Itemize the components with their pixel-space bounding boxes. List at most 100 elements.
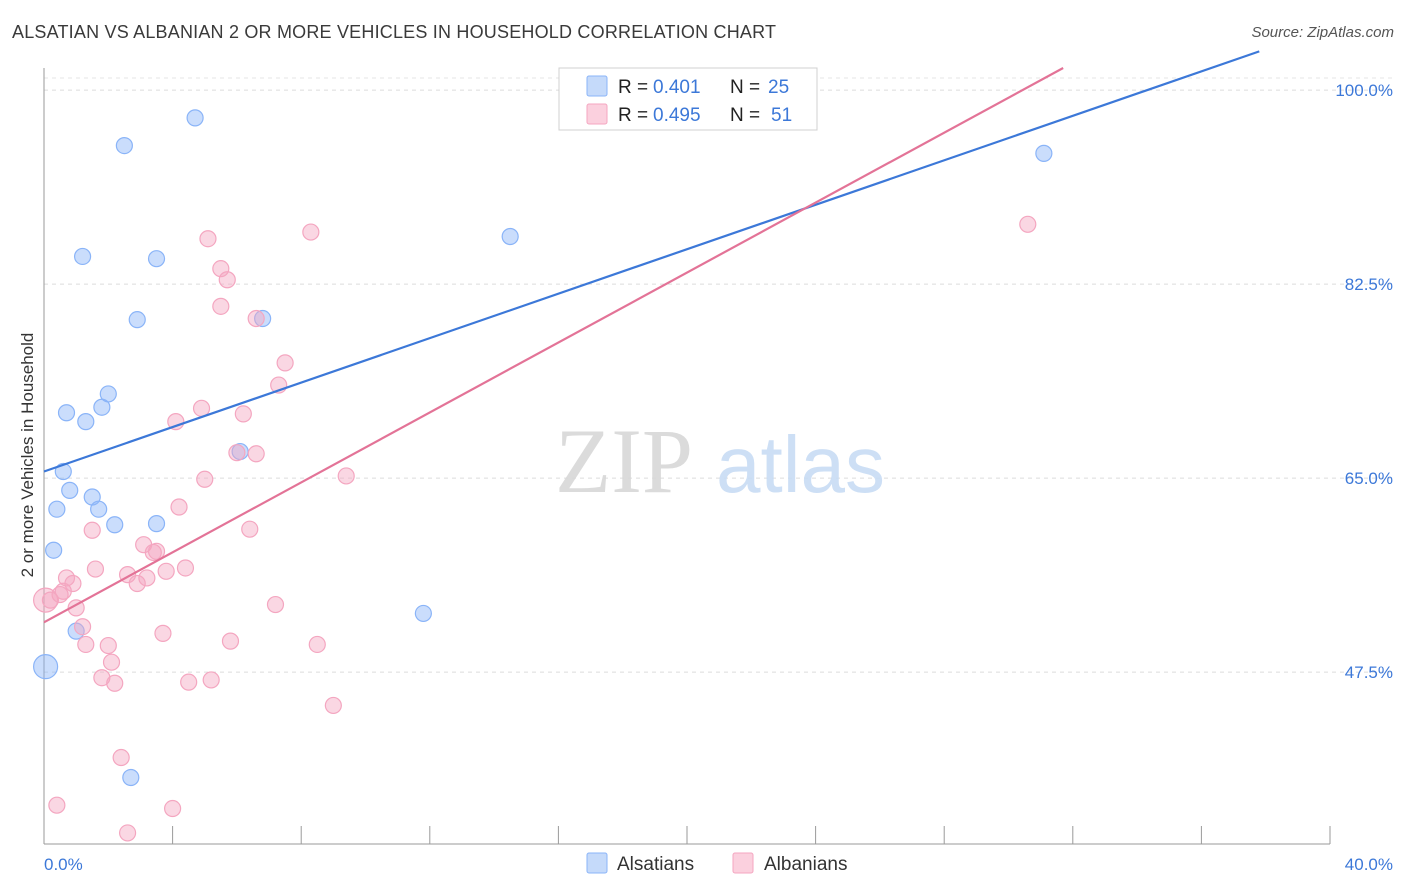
albanians-point-23 (147, 542, 166, 560)
albanians-point-42 (247, 445, 265, 463)
albanians-point-34 (202, 671, 220, 689)
stats-legend: R = 0.401 N = 25 R = 0.495 N = 51 (558, 67, 818, 131)
bottom-legend-label-alsatians: Alsatians (617, 854, 694, 875)
albanians-point-30 (180, 673, 198, 691)
y-tick-label-3: 100.0% (1335, 81, 1393, 100)
albanians-point-38 (221, 632, 240, 650)
albanians-point-1 (41, 591, 60, 609)
albanians-point-36 (212, 297, 230, 315)
y-tick-label-0: 47.5% (1345, 663, 1393, 682)
legend-n-label-2: N = (730, 105, 760, 126)
watermark-atlas: atlas (716, 420, 885, 509)
x-axis-ticks (172, 826, 1331, 844)
bottom-legend-label-albanians: Albanians (764, 854, 847, 875)
y-tick-labels: 47.5% 65.0% 82.5% 100.0% (1335, 81, 1393, 682)
alsatians-point-2 (48, 500, 66, 518)
albanians-point-21 (138, 569, 156, 587)
alsatians-point-8 (77, 413, 95, 431)
alsatians-point-4 (57, 404, 76, 422)
albanians-point-25 (157, 562, 175, 580)
y-tick-label-2: 82.5% (1345, 275, 1393, 294)
albanians-point-50 (337, 467, 355, 485)
watermark: ZIP atlas (555, 410, 885, 512)
alsatians-point-23 (414, 604, 432, 623)
albanians-point-46 (276, 354, 294, 372)
albanians-point-51 (1019, 215, 1037, 233)
albanians-point-44 (266, 595, 285, 614)
albanians-point-11 (86, 560, 105, 578)
watermark-zip: ZIP (555, 410, 693, 512)
alsatians-point-24 (1035, 144, 1053, 162)
alsatians-point-15 (122, 768, 140, 787)
albanians-point-47 (302, 223, 320, 241)
series-layer (33, 50, 1260, 842)
bottom-legend-swatch-albanians (732, 852, 754, 874)
albanians-point-16 (112, 748, 130, 767)
albanians-point-49 (324, 696, 342, 715)
albanians-point-32 (196, 470, 214, 488)
albanians-point-8 (73, 618, 92, 636)
chart-title: ALSATIAN VS ALBANIAN 2 OR MORE VEHICLES … (12, 22, 777, 42)
legend-swatch-alsatians (586, 75, 608, 97)
alsatians-point-19 (186, 109, 204, 127)
alsatians-point-7 (73, 247, 92, 266)
albanians-point-41 (241, 520, 259, 538)
series-legend: Alsatians Albanians (586, 852, 847, 875)
y-axis-title: 2 or more Vehicles in Household (18, 333, 37, 578)
albanians-trend-line (43, 67, 1064, 624)
bottom-legend-swatch-alsatians (586, 852, 608, 874)
albanians-point-18 (118, 824, 137, 842)
albanians-point-39 (228, 444, 246, 462)
albanians-point-13 (99, 636, 117, 655)
alsatians-point-1 (45, 541, 63, 559)
gridlines (44, 77, 1393, 673)
alsatians-point-22 (501, 227, 519, 246)
alsatians-point-5 (61, 481, 79, 499)
alsatians-point-21 (254, 309, 272, 328)
legend-r-label-2: R = (618, 105, 648, 126)
alsatians-point-17 (147, 250, 166, 268)
y-tick-label-1: 65.0% (1345, 469, 1393, 488)
albanians-point-26 (164, 799, 182, 818)
series-albanians (33, 215, 1037, 842)
albanians-point-6 (64, 574, 82, 593)
source-note: Source: ZipAtlas.com (1251, 24, 1394, 41)
alsatians-point-12 (99, 385, 117, 403)
albanians-point-10 (83, 521, 101, 539)
albanians-point-43 (247, 309, 265, 328)
albanians-point-14 (102, 653, 121, 671)
albanians-point-33 (199, 230, 217, 248)
legend-r-value-1: 0.401 (653, 77, 701, 98)
albanians-point-3 (51, 585, 69, 604)
alsatians-point-3 (54, 462, 72, 481)
legend-r-value-2: 0.495 (653, 105, 701, 126)
alsatians-point-0 (33, 654, 59, 680)
legend-n-value-2: 51 (771, 105, 792, 126)
albanians-point-2 (48, 796, 66, 814)
albanians-point-29 (176, 559, 195, 577)
albanians-point-15 (106, 674, 124, 692)
legend-n-value-1: 25 (768, 77, 789, 98)
albanians-point-19 (128, 574, 146, 593)
albanians-point-37 (218, 271, 236, 289)
alsatians-trend-line (43, 50, 1260, 473)
alsatians-point-13 (106, 516, 124, 534)
albanians-point-12 (93, 669, 111, 687)
x-tick-label-min: 0.0% (44, 855, 83, 874)
legend-r-label-1: R = (618, 77, 648, 98)
series-alsatians (33, 109, 1053, 787)
albanians-point-40 (234, 405, 252, 423)
albanians-point-9 (77, 635, 95, 654)
legend-n-label-1: N = (730, 77, 760, 98)
albanians-point-31 (192, 399, 211, 417)
x-tick-label-max: 40.0% (1345, 855, 1393, 874)
legend-swatch-albanians (586, 103, 608, 125)
alsatians-point-16 (128, 311, 146, 329)
alsatians-point-10 (90, 500, 108, 518)
albanians-point-48 (308, 635, 326, 654)
alsatians-point-18 (147, 515, 166, 533)
albanians-point-28 (170, 498, 188, 516)
albanians-point-24 (154, 624, 172, 642)
alsatians-point-14 (115, 137, 133, 155)
